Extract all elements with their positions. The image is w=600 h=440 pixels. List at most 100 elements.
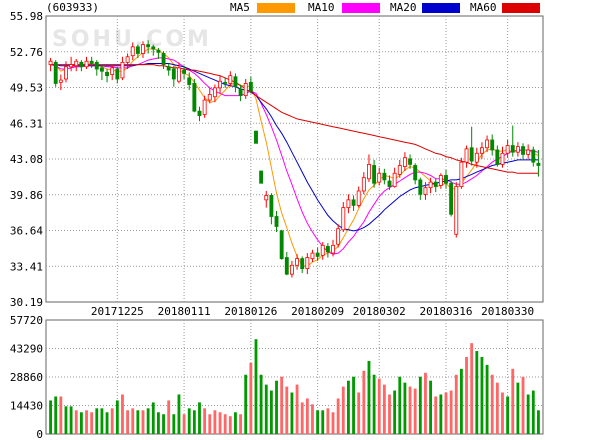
candle bbox=[130, 42, 135, 61]
volume-bar bbox=[413, 388, 417, 434]
volume-bar bbox=[424, 372, 427, 434]
volume-bar bbox=[331, 412, 335, 434]
legend-ma60-label: MA60 bbox=[470, 1, 497, 14]
volume-bar bbox=[495, 382, 499, 434]
volume-bar bbox=[249, 362, 253, 434]
candle bbox=[382, 168, 387, 185]
volume-bar bbox=[141, 410, 145, 434]
candle bbox=[99, 64, 104, 81]
legend-ma10-label: MA10 bbox=[308, 1, 335, 14]
volume-bar bbox=[357, 392, 361, 434]
candle bbox=[135, 44, 140, 58]
legend-ma5-swatch bbox=[257, 3, 295, 13]
candle bbox=[469, 126, 474, 166]
volume-bar bbox=[434, 396, 438, 434]
volume-bar bbox=[398, 376, 402, 434]
candle bbox=[264, 190, 269, 208]
candle bbox=[433, 178, 438, 193]
volume-bar bbox=[151, 402, 155, 434]
volume-bar bbox=[213, 410, 217, 434]
candle bbox=[480, 142, 484, 159]
candle bbox=[536, 149, 541, 177]
volume-bar bbox=[167, 400, 171, 434]
candle bbox=[84, 56, 89, 70]
volume-bar bbox=[300, 402, 304, 434]
candle bbox=[356, 186, 361, 208]
candle bbox=[367, 154, 371, 183]
candle bbox=[444, 169, 448, 189]
volume-bar bbox=[290, 392, 294, 434]
volume-bar bbox=[198, 402, 201, 434]
volume-bar bbox=[367, 360, 371, 434]
volume-bar bbox=[465, 356, 468, 434]
volume-bar bbox=[459, 368, 463, 434]
candle bbox=[515, 142, 520, 157]
candle bbox=[284, 251, 289, 276]
volume-bar bbox=[531, 390, 535, 434]
volume-bar bbox=[336, 398, 340, 434]
candle bbox=[151, 44, 156, 56]
volume-bar bbox=[95, 408, 99, 434]
candle bbox=[187, 72, 192, 91]
date-tick-label: 20180330 bbox=[481, 305, 534, 318]
price-tick-label: 52.76 bbox=[10, 46, 43, 59]
candle bbox=[377, 167, 382, 186]
volume-bar bbox=[439, 394, 443, 434]
legend-ma20-swatch bbox=[422, 3, 460, 13]
volume-bar bbox=[269, 390, 273, 434]
candle bbox=[197, 106, 202, 122]
candle bbox=[310, 249, 315, 262]
volume-bar bbox=[372, 374, 376, 434]
volume-bar bbox=[259, 374, 263, 434]
volume-bar bbox=[280, 376, 284, 434]
volume-bar bbox=[49, 400, 52, 434]
volume-bar bbox=[156, 412, 160, 434]
candle bbox=[336, 224, 341, 248]
volume-bar bbox=[254, 339, 258, 434]
candle bbox=[105, 69, 109, 83]
volume-bar bbox=[110, 408, 114, 434]
volume-bar bbox=[352, 376, 355, 434]
candle bbox=[464, 145, 469, 168]
volume-bar bbox=[264, 384, 268, 434]
candle bbox=[238, 84, 243, 102]
volume-bar bbox=[244, 374, 248, 434]
volume-bar bbox=[69, 406, 73, 434]
candle bbox=[218, 75, 222, 94]
volume-tick-label: 57720 bbox=[10, 314, 43, 327]
volume-bar bbox=[429, 380, 433, 434]
volume-bar bbox=[521, 376, 525, 434]
candle bbox=[89, 56, 94, 68]
candle bbox=[74, 59, 79, 72]
volume-bar bbox=[64, 406, 68, 434]
volume-bars bbox=[49, 339, 540, 434]
candle bbox=[202, 95, 207, 118]
volume-bar bbox=[105, 412, 109, 434]
volume-tick-label: 43290 bbox=[10, 343, 43, 356]
candle bbox=[449, 181, 454, 217]
candle bbox=[495, 145, 500, 167]
candle bbox=[207, 87, 212, 104]
volume-bar bbox=[162, 414, 165, 434]
candle bbox=[254, 130, 258, 144]
volume-bar bbox=[506, 396, 510, 434]
candle bbox=[166, 63, 171, 76]
volume-bar bbox=[285, 386, 289, 434]
candle bbox=[212, 84, 217, 103]
volume-bar bbox=[177, 394, 181, 434]
candle bbox=[259, 170, 264, 184]
date-tick-label: 20180302 bbox=[353, 305, 406, 318]
volume-bar bbox=[59, 396, 63, 434]
candle bbox=[248, 76, 253, 94]
legend-ma20-label: MA20 bbox=[390, 1, 417, 14]
volume-bar bbox=[115, 400, 119, 434]
volume-bar bbox=[516, 382, 520, 434]
volume-bar bbox=[341, 386, 345, 434]
legend-ma5-label: MA5 bbox=[230, 1, 250, 14]
candle bbox=[223, 77, 228, 88]
candle bbox=[79, 60, 84, 72]
candle bbox=[392, 167, 397, 188]
volume-bar bbox=[444, 392, 448, 434]
volume-bar bbox=[403, 382, 407, 434]
